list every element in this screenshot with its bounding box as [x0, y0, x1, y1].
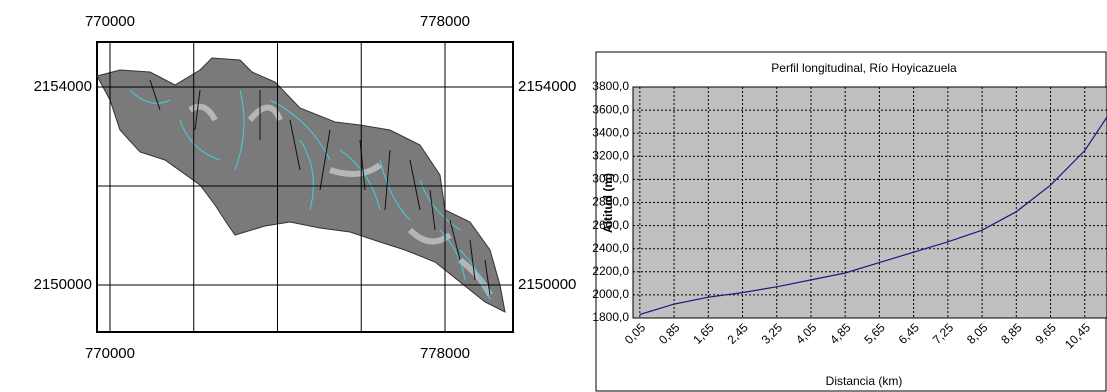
figure: 770000 770000 778000 778000 2150000 2150000 21… — [0, 0, 1107, 392]
y-tick-label: 3800,0 — [592, 79, 629, 93]
y-tick-label: 3600,0 — [592, 102, 629, 116]
y-tick-label: 3000,0 — [592, 172, 629, 186]
x-tick-label: 770000 — [85, 345, 135, 362]
y-tick-label: 2154000 — [34, 78, 92, 95]
y-tick-label: 2154000 — [518, 78, 576, 95]
x-tick-label: 778000 — [420, 345, 470, 362]
x-tick-label: 778000 — [420, 13, 470, 30]
y-tick-label: 2400,0 — [592, 241, 629, 255]
y-tick-label: 2000,0 — [592, 287, 629, 301]
y-tick-label: 2150000 — [518, 276, 576, 293]
map-panel: 770000 770000 778000 778000 2150000 2150000 21… — [34, 13, 577, 362]
y-tick-label: 1800,0 — [592, 310, 629, 324]
chart-title: Perfil longitudinal, Río Hoyicazuela — [771, 61, 957, 75]
y-tick-label: 3400,0 — [592, 125, 629, 139]
y-tick-label: 2150000 — [34, 276, 92, 293]
x-tick-label: 770000 — [85, 13, 135, 30]
y-tick-label: 2200,0 — [592, 264, 629, 278]
y-tick-label: 3200,0 — [592, 148, 629, 162]
y-tick-label: 2800,0 — [592, 195, 629, 209]
y-tick-label: 2600,0 — [592, 218, 629, 232]
x-axis-label: Distancia (km) — [826, 374, 903, 388]
plot-panel: Perfil longitudinal, Río Hoyicazuela Dis… — [592, 52, 1107, 391]
